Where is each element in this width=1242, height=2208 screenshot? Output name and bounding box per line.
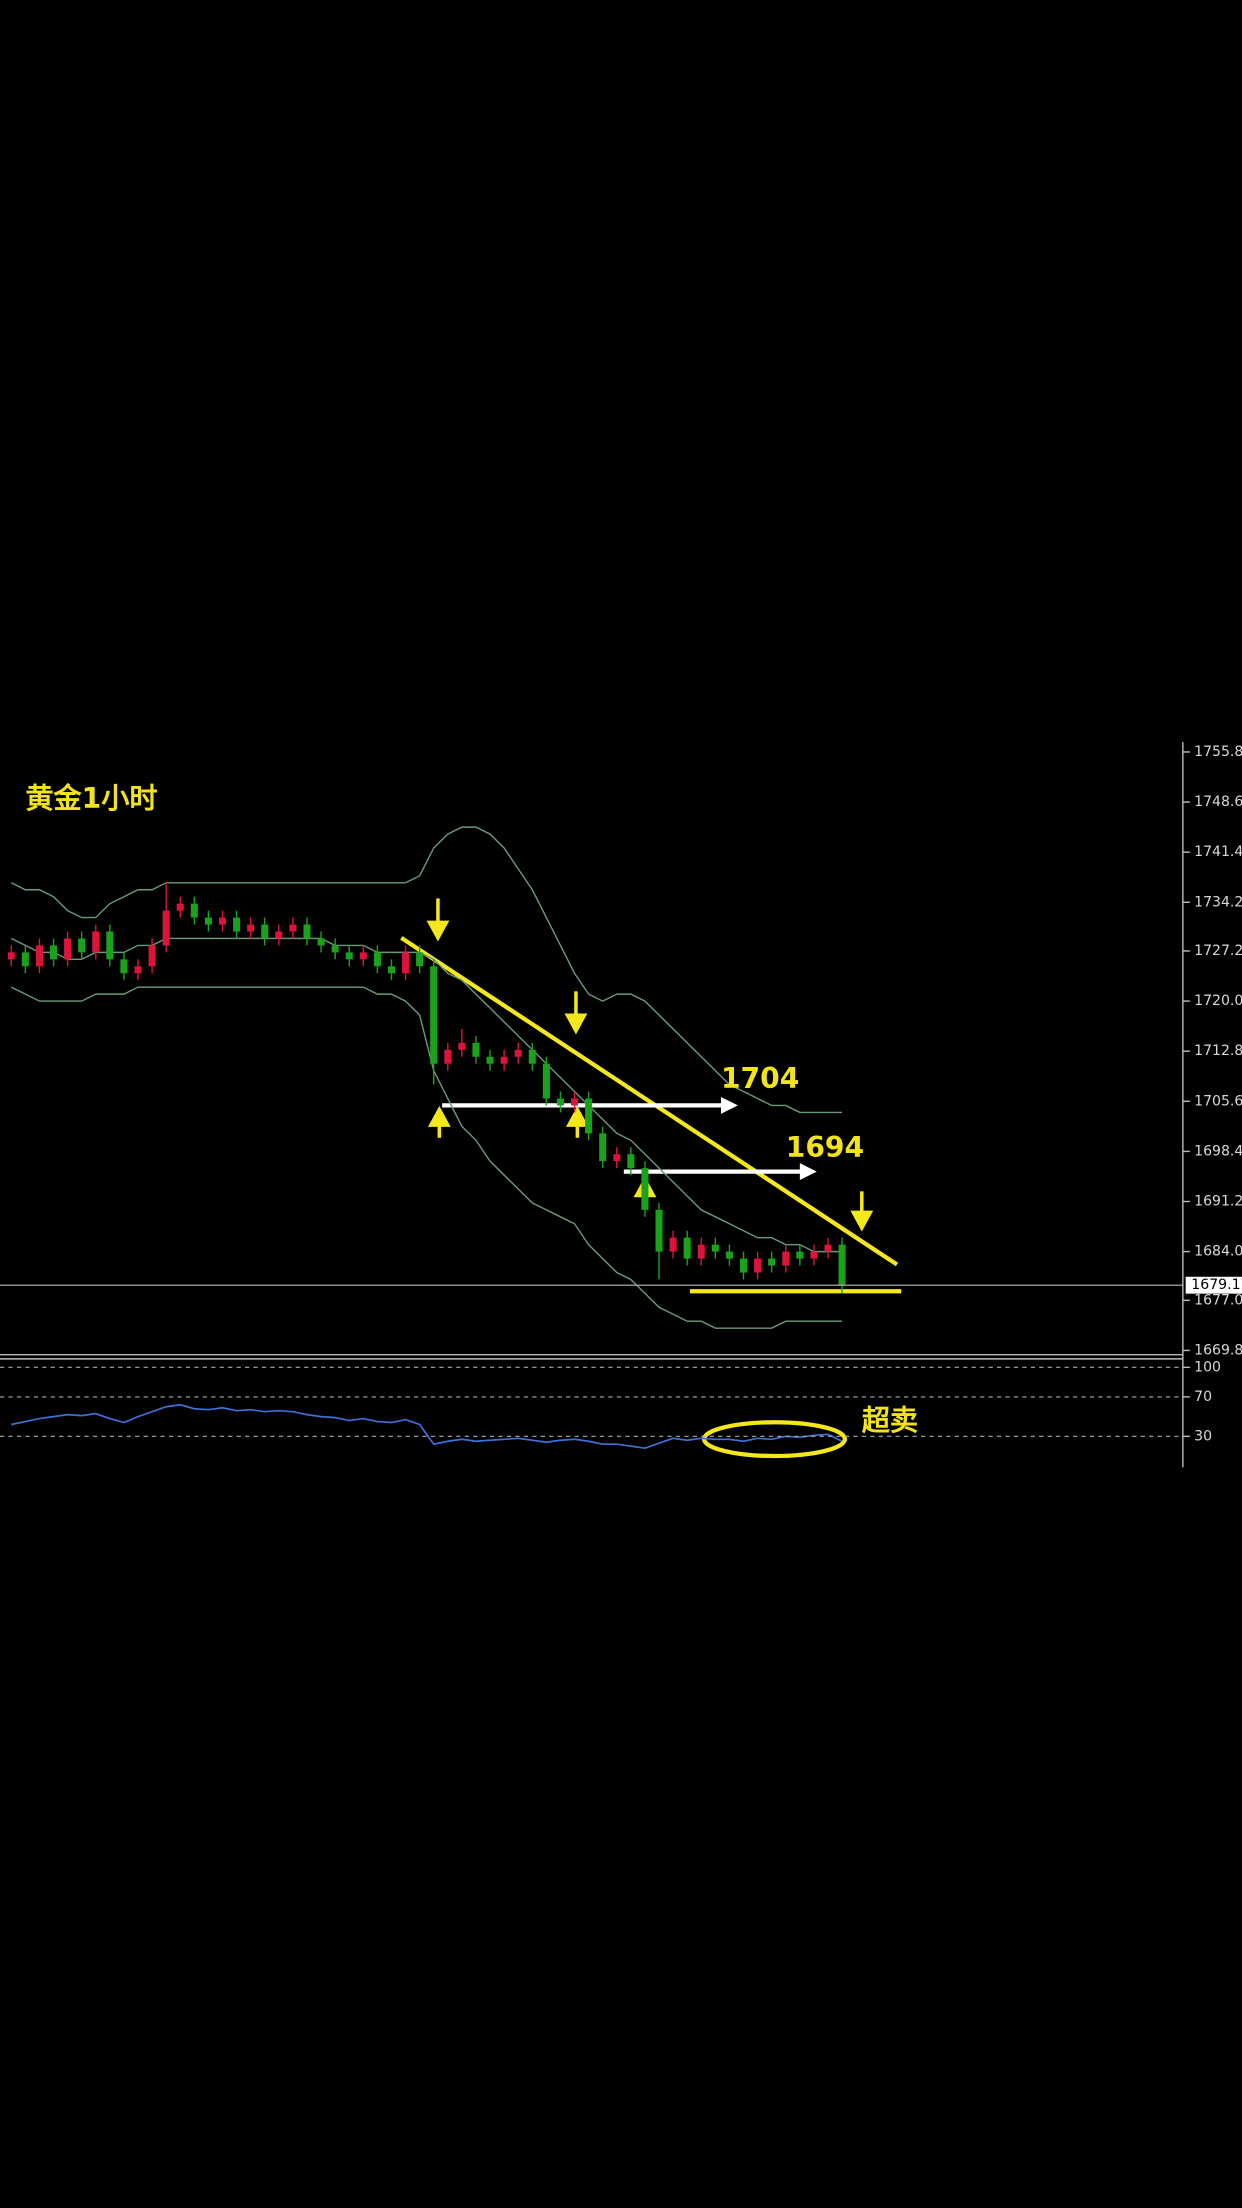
candle-body	[571, 1098, 579, 1106]
rsi-line	[11, 1403, 843, 1450]
candle-body	[416, 952, 424, 967]
candle-body	[64, 938, 72, 960]
candle-body	[711, 1244, 719, 1252]
candle-body	[21, 952, 29, 967]
candle-body	[176, 903, 184, 911]
candle-body	[669, 1237, 677, 1252]
candle-body	[725, 1251, 733, 1259]
candle-body	[556, 1098, 564, 1106]
candle-body	[331, 945, 339, 953]
candle-body	[739, 1258, 748, 1273]
trend-line	[400, 936, 899, 1267]
candle-body	[599, 1133, 607, 1162]
annotation: 1704	[721, 1062, 799, 1095]
candle-body	[430, 966, 438, 1064]
candle-body	[585, 1098, 593, 1134]
candle-body	[486, 1056, 494, 1064]
y-tick-label: 1734.20	[1194, 894, 1242, 910]
y-tick-label: 1705.60	[1194, 1093, 1242, 1109]
candle-body	[542, 1063, 550, 1099]
y-tick-label: 1748.60	[1194, 794, 1242, 810]
signal-arrows	[426, 898, 874, 1232]
candle-body	[373, 952, 381, 967]
candle-body	[35, 945, 43, 967]
candle-body	[78, 938, 86, 953]
arrow-head	[720, 1096, 738, 1114]
drawings	[7, 826, 902, 1459]
candle-body	[233, 917, 241, 932]
y-tick-label: 1669.80	[1194, 1342, 1242, 1358]
candle-body	[387, 966, 395, 974]
candle-body	[359, 952, 367, 960]
candle-body	[204, 917, 212, 925]
y-tick-label: 1741.40	[1194, 844, 1242, 860]
y-tick-label: 1720.00	[1194, 993, 1242, 1009]
candle-body	[92, 931, 100, 953]
candle-body	[120, 959, 128, 974]
candle-body	[345, 952, 353, 960]
candle-body	[134, 966, 142, 974]
y-tick-label: 1691.20	[1194, 1194, 1242, 1210]
candle-body	[824, 1244, 832, 1252]
candle-body	[148, 945, 156, 967]
candle-body	[514, 1049, 522, 1057]
y-tick-label: 1712.80	[1194, 1043, 1242, 1059]
annotation: 超卖	[862, 1404, 918, 1437]
candle-body	[49, 945, 58, 960]
y-tick-label: 1755.80	[1194, 744, 1242, 760]
y-tick-label: 1727.20	[1194, 943, 1242, 959]
candle-body	[162, 910, 170, 946]
y-tick-label: 1677.00	[1194, 1292, 1242, 1308]
candle-body	[317, 938, 325, 946]
band-line	[10, 826, 843, 1114]
candle-body	[289, 924, 297, 932]
candle-body	[641, 1168, 649, 1210]
candle-body	[655, 1209, 663, 1252]
arrow-head	[799, 1163, 817, 1181]
candle-body	[444, 1049, 452, 1064]
candle-body	[768, 1258, 776, 1266]
candle-body	[247, 924, 255, 932]
candle-body	[472, 1042, 480, 1057]
candle-body	[796, 1251, 804, 1259]
candle-body	[458, 1042, 466, 1050]
candle-body	[627, 1154, 635, 1169]
candle-body	[613, 1154, 621, 1162]
candle-body	[190, 903, 198, 918]
y-tick-label: 1698.40	[1194, 1143, 1242, 1159]
y-tick-label: 30	[1194, 1428, 1212, 1444]
candle-body	[838, 1244, 846, 1286]
annotation: 1694	[786, 1131, 864, 1164]
last-price-box	[1185, 1276, 1242, 1294]
y-tick-label: 1684.00	[1194, 1244, 1242, 1260]
candle-body	[303, 924, 311, 939]
candle-body	[261, 924, 269, 939]
candle-body	[218, 917, 227, 925]
candle-body	[810, 1251, 818, 1259]
candle-body	[402, 952, 410, 974]
y-tick-label: 70	[1194, 1389, 1212, 1405]
band-line	[10, 986, 843, 1329]
candle-body	[782, 1251, 790, 1266]
candle-body	[697, 1244, 705, 1259]
candle-body	[683, 1237, 691, 1259]
candle-body	[528, 1049, 536, 1064]
candle-body	[754, 1258, 762, 1273]
candle-body	[7, 952, 15, 960]
y-tick-label: 100	[1194, 1359, 1221, 1375]
last-price-label: 1679.17	[1191, 1277, 1242, 1293]
candle-body	[500, 1056, 508, 1064]
chart-title: 黄金1小时	[25, 782, 157, 815]
candle-body	[106, 931, 114, 960]
candle-body	[275, 931, 283, 939]
